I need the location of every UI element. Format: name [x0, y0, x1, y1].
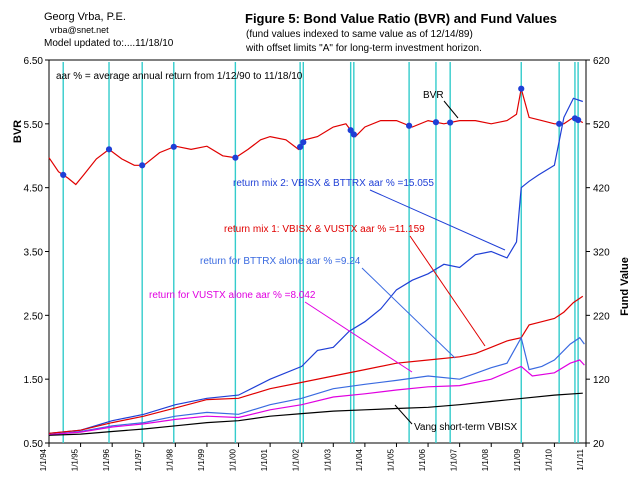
signal-marker	[232, 154, 239, 161]
annotation-bvr: BVR	[423, 90, 444, 101]
left-axis-tick-label: 5.50	[24, 120, 44, 131]
right-axis-tick-label: 320	[593, 248, 610, 259]
series-line-vustx	[48, 359, 585, 436]
annotation-vbisx-arrow	[394, 404, 413, 425]
left-axis-tick-label: 0.50	[24, 439, 44, 450]
left-axis-title: BVR	[12, 120, 24, 143]
signal-marker	[297, 143, 304, 151]
chart-subtitle-line-1: (fund values indexed to same value as of…	[246, 29, 473, 40]
right-axis-tick-label: 620	[593, 56, 610, 67]
right-axis-title: Fund Value	[619, 257, 631, 316]
x-axis-tick-label: 1/1/07	[450, 448, 459, 471]
annotation-aar-note: aar % = average annual return from 1/12/…	[56, 71, 303, 82]
annotation-return-mix-1: return mix 1: VBISX & VUSTX aar % =11.15…	[224, 224, 425, 235]
author-name: Georg Vrba, P.E.	[44, 11, 126, 23]
signal-marker	[556, 120, 563, 127]
series-line-bvr	[48, 88, 584, 186]
x-axis-tick-label: 1/1/10	[544, 448, 553, 471]
signal-marker	[406, 122, 413, 129]
x-axis-tick-label: 1/1/11	[576, 448, 585, 470]
signal-marker	[60, 171, 67, 178]
x-axis-tick-label: 1/1/05	[386, 448, 395, 471]
annotation-return-mix-2-arrow	[369, 189, 506, 251]
signal-marker	[432, 119, 440, 126]
x-axis-tick-label: 1/1/01	[260, 448, 269, 471]
signal-marker	[350, 131, 357, 138]
signal-marker	[518, 85, 525, 92]
chart-subtitle-line-2: with offset limits "A" for long-term inv…	[246, 43, 482, 54]
right-axis-tick-label: 520	[593, 120, 610, 131]
annotation-vustx-arrow	[304, 301, 413, 373]
left-axis-tick-label: 6.50	[24, 56, 44, 67]
series-line-return-mix-2	[48, 97, 583, 434]
plot-area	[48, 59, 587, 444]
x-axis-tick-label: 1/1/02	[292, 448, 301, 471]
annotation-bttrx-arrow	[361, 267, 456, 359]
right-axis-tick-label: 420	[593, 184, 610, 195]
annotation-bttrx: return for BTTRX alone aar % =9.24	[200, 256, 361, 267]
author-email: vrba@snet.net	[50, 25, 109, 35]
x-axis-tick-label: 1/1/99	[197, 448, 206, 471]
right-axis-tick-label: 20	[593, 439, 605, 450]
series-line-vbisx	[48, 392, 583, 436]
model-updated: Model updated to:....11/18/10	[44, 38, 174, 49]
signal-marker	[105, 146, 113, 153]
signal-marker	[300, 139, 307, 146]
left-axis-tick-label: 1.50	[24, 375, 44, 386]
x-axis-tick-label: 1/1/06	[418, 448, 427, 471]
series-line-return-mix-1	[48, 295, 584, 434]
left-axis-tick-label: 3.50	[24, 248, 44, 259]
x-axis-tick-label: 1/1/94	[39, 448, 48, 471]
signal-marker	[447, 119, 454, 126]
annotation-vbisx: Vang short-term VBISX	[414, 422, 518, 433]
annotation-bvr-arrow	[443, 100, 459, 119]
signal-marker	[170, 143, 177, 150]
x-axis-tick-label: 1/1/03	[323, 448, 332, 471]
annotation-vustx: return for VUSTX alone aar % =8.042	[149, 290, 316, 301]
annotation-return-mix-1-arrow	[409, 235, 486, 347]
x-axis-tick-label: 1/1/04	[355, 448, 364, 471]
x-axis-tick-label: 1/1/00	[229, 448, 238, 471]
chart-title: Figure 5: Bond Value Ratio (BVR) and Fun…	[245, 11, 558, 26]
left-axis-tick-label: 2.50	[24, 311, 44, 322]
x-axis-tick-label: 1/1/09	[513, 448, 522, 471]
right-axis-tick-label: 220	[593, 311, 610, 322]
x-axis-tick-label: 1/1/97	[134, 448, 143, 471]
left-axis-tick-label: 4.50	[24, 184, 44, 195]
right-axis-tick-label: 120	[593, 375, 610, 386]
annotation-return-mix-2: return mix 2: VBISX & BTTRX aar % =15.05…	[233, 178, 434, 189]
signal-marker	[575, 116, 582, 124]
signal-marker	[139, 162, 146, 169]
x-axis-tick-label: 1/1/95	[71, 448, 80, 471]
x-axis-tick-label: 1/1/96	[102, 448, 111, 471]
x-axis-tick-label: 1/1/08	[481, 448, 490, 471]
series-line-bttrx	[48, 336, 585, 436]
signal-marker	[347, 127, 354, 134]
x-axis-tick-label: 1/1/98	[165, 448, 174, 471]
